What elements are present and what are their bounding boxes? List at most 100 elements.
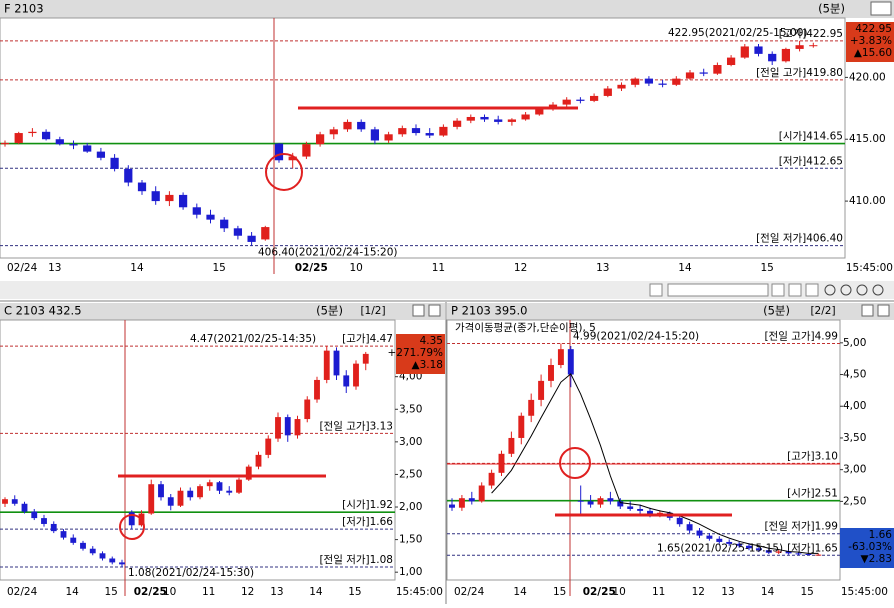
zoom-reset[interactable] [856,284,868,296]
candle-body [768,53,777,62]
price-tag-text: +271.79% [387,347,443,359]
window-button[interactable] [861,304,874,317]
header-bar [447,303,894,320]
scroll-track[interactable] [667,283,769,297]
window-button[interactable] [877,304,890,317]
price-tag-text: ▲3.18 [412,359,443,371]
candle-body [528,399,535,416]
x-tick-label: 15 [801,586,814,598]
scroll-button[interactable] [771,283,785,297]
x-tick-label: 12 [241,586,254,598]
candle-body [60,531,67,538]
candle-body [302,144,311,157]
candle-body [656,512,663,515]
x-tick-label: 13 [270,586,283,598]
candle-body [676,517,683,525]
candle-body [411,128,421,134]
candle-body [795,553,802,555]
chart-title: P 2103 395.0 [451,304,527,318]
candle-body [644,78,654,84]
plot-area [446,319,841,581]
price-tag-text: +3.83% [850,35,892,47]
candle-body [809,45,818,47]
y-tick-label: 2,50 [843,495,866,507]
y-tick-label: 1,50 [399,534,422,546]
candle-body [577,500,584,502]
candle-body [775,551,782,553]
candle-body [274,143,284,161]
candle-body [362,353,369,364]
candle-body [31,511,38,519]
candle-body [699,72,708,74]
candle-body [124,168,133,183]
candle-body [187,490,194,498]
level-label: [고가]422.95 [779,28,843,40]
y-tick-label: 3,00 [399,436,422,448]
annotation: 1.65(2021/02/25-15:15) [657,542,783,554]
zoom-in[interactable] [824,284,836,296]
price-tag-text: -63.03% [848,541,892,553]
x-tick-label: 12 [514,262,527,274]
drawn-circle [559,447,591,479]
candle-body [261,227,270,240]
candle-body [538,380,545,400]
candle-body [178,194,188,208]
x-tick-label: 02/24 [7,262,38,274]
x-tick-label: 11 [202,586,215,598]
candle-body [165,194,174,202]
candle-body [315,134,325,145]
candle-body [177,490,184,506]
x-tick-label: 14 [309,586,323,598]
x-tick-label: 14 [678,262,692,274]
ma-legend: 가격이동평균(종가,단순이평), 5 [455,321,596,334]
price-tag-text: ▲15.60 [854,47,892,59]
window-button[interactable] [428,304,441,317]
candle-body [247,235,256,242]
level-label: [고가]4.47 [342,333,393,345]
candle-body [192,207,201,215]
candle-body [294,419,301,436]
candle-body [41,518,47,524]
candle-body [158,484,164,498]
x-tick-label: 15 [213,262,226,274]
candle-body [41,131,51,140]
price-tag-text: ▼2.83 [861,553,892,565]
candle-body [617,84,626,89]
level-label: [저가]412.65 [779,155,843,167]
candle-body [755,548,762,551]
candle-body [329,129,338,135]
price-tag-text: 422.95 [855,23,892,35]
candle-body [765,550,772,553]
x-tick-label: 02/24 [454,586,485,598]
candle-body [706,535,713,539]
candle-body [333,350,340,376]
candle-body [480,116,489,120]
candle-body [236,479,242,493]
scroll-right[interactable] [805,283,819,297]
candle-body [28,131,37,134]
window-button[interactable] [412,304,425,317]
scroll-left[interactable] [649,283,663,297]
zoom-out[interactable] [840,284,852,296]
x-tick-label: 15 [553,586,566,598]
x-tick-label: 11 [432,262,445,274]
candle-body [353,363,359,387]
x-tick-label: 02/25 [295,262,328,274]
candle-body [2,499,8,504]
x-tick-label: 13 [721,586,734,598]
window-button[interactable] [870,1,892,16]
candle-body [11,499,18,504]
y-tick-label: 415.00 [849,133,886,145]
x-tick-label: 14 [513,586,527,598]
candle-body [785,551,792,554]
candle-body [216,482,223,491]
candle-body [206,214,215,220]
stop-button[interactable] [788,283,802,297]
settings[interactable] [872,284,884,296]
candle-body [478,485,485,502]
time-label: 15:45:00 [396,586,443,598]
candle-body [137,182,147,192]
candle-body [607,498,614,502]
